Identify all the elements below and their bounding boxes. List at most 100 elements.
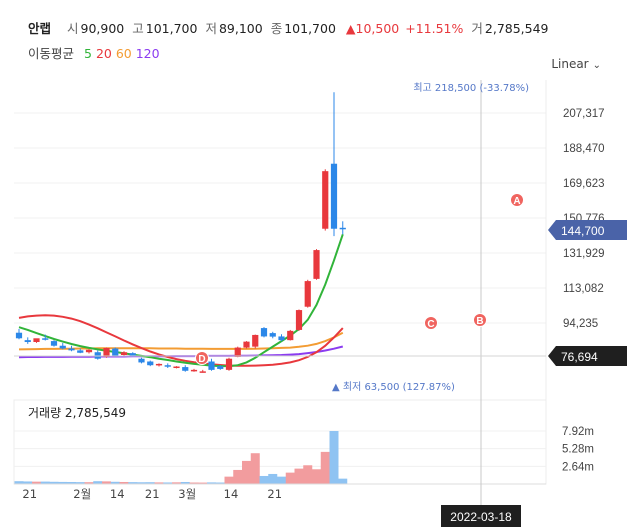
volume-bar [67,481,76,484]
volume-bar [285,472,295,484]
volume-bar [49,481,59,484]
price-tick-label: 131,929 [563,248,605,260]
candle-body [234,347,241,357]
scale-selector-label: Linear [551,57,589,71]
volume-bar [312,469,321,484]
stock-name: 안랩 [28,21,52,36]
candle-body [322,171,329,229]
candle-body [103,347,110,357]
volume-bar [84,482,94,484]
candle-body [217,366,224,369]
candle-body [260,328,268,337]
volume-bar [154,482,164,484]
date-tick-label: 14 [224,487,239,501]
date-tick-label: 2월 [73,487,91,501]
volume-bar [14,481,24,484]
volume-bar [233,469,243,484]
open-value: 90,900 [80,21,125,36]
volume-bar [198,482,208,484]
crosshair: 2022-03-18 76,694 [14,80,627,527]
volume-bar [268,473,278,484]
price-axis: 207,317188,470169,623150,776131,929113,0… [563,108,605,330]
ma20-line [18,314,344,367]
marker-d-label: D [198,354,205,365]
ma-legend-item-5[interactable]: 5 [84,46,92,61]
candle-body [77,350,84,353]
volume-bar [58,481,68,484]
ma-legend-label: 이동평균 [28,46,75,61]
volume-bar [338,478,348,484]
ma-legend-item-120[interactable]: 120 [135,46,160,61]
cursor-date-box [441,505,521,527]
candle-body [278,336,285,341]
candle-body [164,365,171,367]
volume-value: 2,785,549 [484,21,549,36]
volume-bar [23,481,33,484]
volume-tick-label: 7.92m [562,426,594,438]
current-price-tag [548,220,627,240]
candle-body [112,348,119,356]
candle-body [199,371,206,373]
volume-bar [163,482,173,484]
date-tick-label: 21 [145,487,160,501]
marker-b-label: B [476,316,483,327]
volume-label: 거 [471,21,483,36]
candle-body [190,369,198,372]
volume-bar [32,481,41,484]
marker-c [424,316,438,330]
price-tick-label: 113,082 [563,283,604,295]
low-value: 89,100 [218,21,263,36]
volume-bar [119,481,129,484]
volume-bar [102,481,111,484]
cursor-date-label: 2022-03-18 [450,510,512,524]
volume-bar [277,476,286,484]
candle-body [252,334,259,347]
candle-body [24,340,31,343]
ma-legend-item-20[interactable]: 20 [95,46,112,61]
marker-c-label: C [427,319,434,330]
date-axis: 21 2월 14 21 3월 14 21 [14,483,546,501]
candle-body [208,361,215,370]
volume-bar [180,481,190,484]
candle-body [85,349,93,353]
candle-body [295,310,303,330]
candle-body [243,341,250,348]
volume-label: 거래량 2,785,549 [28,406,126,420]
volume-bar [207,482,216,484]
change-percent: +11.51% [405,21,464,36]
ma60-line [18,331,344,351]
candle-body [15,332,23,339]
price-grid [14,80,547,400]
volume-bar [137,482,146,484]
volume-bar [128,482,138,484]
candle-body [287,330,294,341]
marker-a [510,193,524,207]
candle-body [42,338,49,340]
ma-legend-item-60[interactable]: 60 [115,46,132,61]
marker-a-label: A [513,196,520,207]
marker-b [473,313,487,327]
high-annotation: 최고 218,500 (-33.78%) [413,82,529,94]
volume-bar [145,482,155,484]
high-value: 101,700 [145,21,198,36]
volume-bar [320,451,330,484]
open-label: 시 [67,21,79,36]
high-label: 고 [132,21,144,36]
scale-selector[interactable]: Linear ⌄ [551,57,601,71]
volume-tick-label: 5.28m [562,444,594,456]
price-tick-label: 207,317 [563,108,605,120]
volume-bar [250,453,260,484]
candle-body [59,345,66,349]
volume-bar [242,460,251,484]
date-tick-label: 21 [22,487,37,501]
price-header: 안랩 시 90,900 고 101,700 저 89,100 종 101,700 ▲10… [28,18,549,37]
candle-body [33,338,40,343]
candle-body [182,367,189,371]
volume-bar [329,431,339,484]
price-tick-label: 94,235 [563,318,598,330]
candle-body [173,366,180,369]
candle-body [50,341,58,346]
volume-bar [224,476,234,484]
candle-body [120,352,128,356]
